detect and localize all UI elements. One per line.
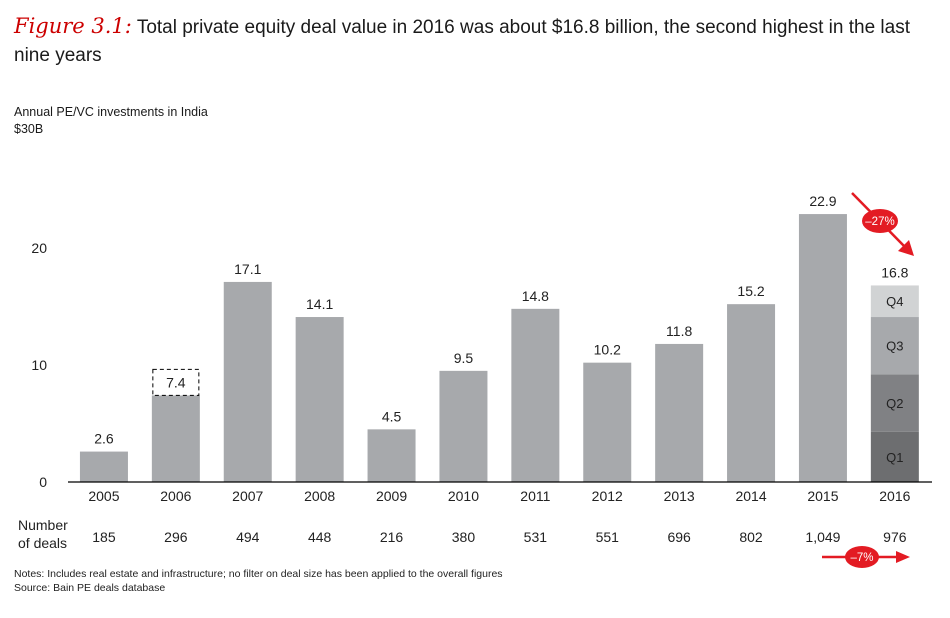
deals-value-2013: 696 [667, 529, 691, 545]
notes-text: Notes: Includes real estate and infrastr… [14, 568, 503, 580]
deals-value-2016: 976 [883, 529, 907, 545]
x-tick-label-2012: 2012 [592, 488, 623, 504]
deals-value-2015: 1,049 [805, 529, 840, 545]
value-label-2014: 15.2 [737, 283, 764, 299]
bar-2009 [367, 429, 416, 482]
bar-2007 [223, 281, 272, 482]
chart-subtitle: Annual PE/VC investments in India $30B [14, 104, 208, 138]
x-tick-label-2011: 2011 [520, 488, 550, 504]
value-label-2012: 10.2 [594, 342, 621, 358]
decline-callout-text: –27% [865, 216, 894, 228]
bar-2016-q1 [870, 431, 919, 482]
deals-value-2009: 216 [380, 529, 404, 545]
value-label-2007: 17.1 [234, 261, 261, 277]
x-tick-label-2006: 2006 [160, 488, 191, 504]
decline-callout-badge [862, 209, 898, 233]
x-tick-label-2015: 2015 [807, 488, 838, 504]
bar-2016-q4 [870, 285, 919, 318]
deals-value-2010: 380 [452, 529, 476, 545]
x-tick-label-2009: 2009 [376, 488, 407, 504]
deals-value-2005: 185 [92, 529, 116, 545]
value-label-2015: 22.9 [809, 193, 836, 209]
figure-title-text: Total private equity deal value in 2016 … [14, 17, 910, 66]
deals-header-line2: of deals [18, 535, 67, 551]
bar-2005 [79, 451, 128, 482]
bar-2013 [655, 343, 704, 482]
quarter-label-q4: Q4 [886, 294, 903, 309]
quarter-label-q3: Q3 [886, 339, 903, 354]
x-tick-label-2014: 2014 [735, 488, 766, 504]
bar-2016-q3 [870, 317, 919, 375]
x-tick-label-2005: 2005 [88, 488, 119, 504]
decline-arrow-head [898, 240, 914, 256]
quarter-label-q2: Q2 [886, 396, 903, 411]
deals-callout-badge [845, 546, 879, 568]
value-label-2016: 16.8 [881, 264, 908, 280]
x-tick-label-2007: 2007 [232, 488, 263, 504]
deals-header-line1: Number [18, 517, 68, 533]
deals-value-2014: 802 [739, 529, 763, 545]
bar-2014 [727, 304, 776, 482]
value-label-2011: 14.8 [522, 288, 549, 304]
bar-2006 [151, 395, 200, 482]
figure-title: Figure 3.1: Total private equity deal va… [14, 12, 939, 70]
x-tick-label-2016: 2016 [879, 488, 910, 504]
bar-2016-q2 [870, 374, 919, 432]
highlight-box-2006 [152, 368, 200, 396]
y-axis-unit-label: $30B [14, 122, 44, 136]
y-tick-label: 10 [31, 357, 47, 373]
deals-value-2008: 448 [308, 529, 332, 545]
bar-2011 [511, 308, 560, 482]
figure-label: Figure 3.1: [14, 14, 132, 38]
source-text: Source: Bain PE deals database [14, 582, 166, 594]
x-tick-label-2010: 2010 [448, 488, 479, 504]
x-tick-label-2008: 2008 [304, 488, 335, 504]
value-label-2006: 7.4 [166, 374, 186, 390]
y-tick-label: 20 [31, 240, 47, 256]
deals-value-2006: 296 [164, 529, 188, 545]
bar-2012 [583, 362, 632, 482]
deals-arrow-head [896, 551, 910, 563]
value-label-2009: 4.5 [382, 408, 402, 424]
deals-value-2012: 551 [596, 529, 620, 545]
x-tick-label-2013: 2013 [664, 488, 695, 504]
chart-title: Annual PE/VC investments in India [14, 105, 208, 119]
value-label-2005: 2.6 [94, 431, 114, 447]
quarter-label-q1: Q1 [886, 450, 903, 465]
value-label-2010: 9.5 [454, 350, 474, 366]
bar-2015 [798, 214, 847, 482]
deals-callout-text: –7% [850, 552, 873, 564]
y-tick-label: 0 [39, 474, 47, 490]
value-label-2013: 11.8 [666, 323, 692, 339]
deals-value-2007: 494 [236, 529, 260, 545]
value-label-2008: 14.1 [306, 296, 333, 312]
deals-value-2011: 531 [524, 529, 548, 545]
bar-2010 [439, 370, 488, 482]
chart-notes: Notes: Includes real estate and infrastr… [14, 567, 503, 595]
bar-2008 [295, 317, 344, 482]
